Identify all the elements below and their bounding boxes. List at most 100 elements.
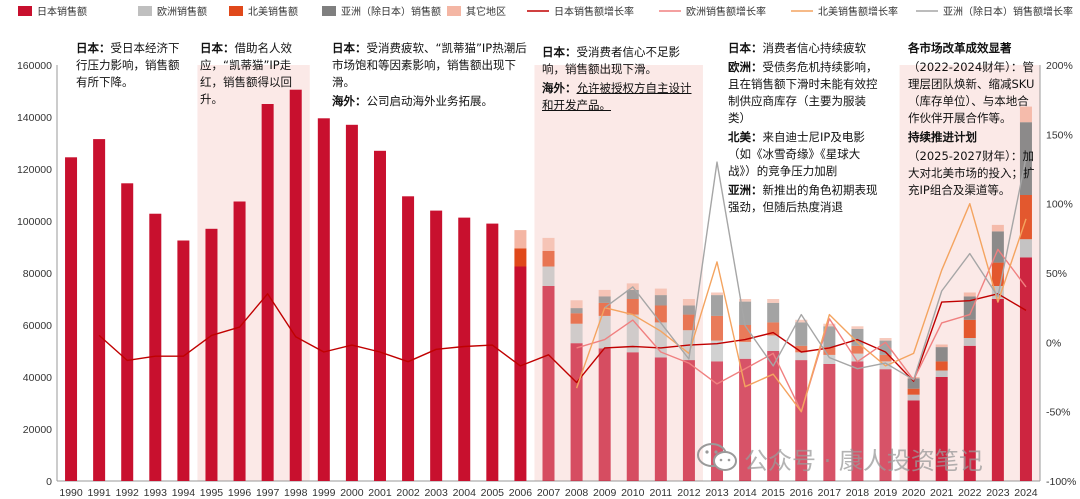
bar-其它地区-2008 [570,300,583,309]
bar-亚洲（除日本）销售额-2009 [598,296,611,303]
bar-日本销售额-2011 [654,357,667,481]
x-tick-label: 2011 [650,487,673,499]
bar-欧洲销售额-2024 [1019,239,1032,258]
x-tick-label: 2022 [958,487,982,499]
x-tick-label: 1990 [59,487,83,499]
bar-北美销售额-2022 [963,319,976,338]
x-tick-label: 2006 [509,487,533,499]
x-tick-label: 2015 [762,487,786,499]
bar-北美销售额-2021 [935,361,948,371]
bar-其它地区-2018 [851,326,864,329]
legend-label: 欧洲销售额 [157,5,207,18]
legend-label: 亚洲（除日本）销售额 [341,5,441,18]
annotation-2007-2012: 日本：受消费者信心不足影响，销售额出现下滑。 海外：允许被授权方自主设计和开发产… [542,45,692,112]
bar-日本销售额-1996 [233,201,246,481]
x-tick-label: 1993 [144,487,168,499]
right-tick-label: 100% [1046,199,1073,211]
x-tick-label: 2016 [790,487,814,499]
x-tick-label: 2024 [1014,487,1038,499]
bar-亚洲（除日本）销售额-2012 [682,305,695,315]
bar-其它地区-2015 [767,299,780,303]
x-tick-label: 2012 [677,487,701,499]
bar-日本销售额-2001 [373,150,386,482]
legend-label: 日本销售额 [37,5,87,18]
annotation-2020-2024: 各市场改革成效显著 （2022-2024财年）：管理层团队焕新、缩减SKU（库存… [908,41,1035,197]
bar-北美销售额-2010 [626,299,639,315]
bar-日本销售额-1992 [121,183,134,482]
bar-日本销售额-2009 [598,348,611,481]
bar-日本销售额-2003 [430,210,443,481]
bar-欧洲销售额-2014 [739,341,752,359]
x-tick-label: 2007 [537,487,561,499]
left-tick-label: 20000 [23,424,52,436]
bar-其它地区-2009 [598,289,611,297]
x-tick-label: 1998 [284,487,308,499]
bar-日本销售额-2019 [879,369,892,481]
bar-欧洲销售额-2013 [711,340,724,362]
bar-亚洲（除日本）销售额-2016 [795,322,808,346]
line-北美销售额增长率 [575,202,1027,413]
line-日本销售额增长率 [98,293,1027,384]
bar-其它地区-2014 [739,299,752,302]
bar-北美销售额-2008 [570,313,583,324]
bar-欧洲销售额-2007 [542,266,555,286]
right-tick-label: -50% [1046,407,1071,419]
bar-日本销售额-2013 [711,361,724,481]
x-tick-label: 2003 [424,487,448,499]
bar-欧洲销售额-2022 [963,338,976,346]
x-tick-label: 2010 [621,487,645,499]
bar-亚洲（除日本）销售额-2010 [626,289,639,299]
bar-北美销售额-2007 [542,250,555,267]
x-tick-label: 1992 [116,487,140,499]
left-tick-label: 140000 [17,112,52,124]
bar-日本销售额-2024 [1019,257,1032,481]
bar-北美销售额-2020 [907,388,920,395]
bar-日本销售额-2021 [935,377,948,481]
bar-日本销售额-2005 [486,223,499,481]
bar-欧洲销售额-2020 [907,394,920,401]
left-tick-label: 80000 [23,268,52,280]
legend-label: 欧洲销售额增长率 [686,5,766,18]
left-tick-label: 160000 [17,60,52,72]
right-tick-label: 50% [1046,268,1067,280]
right-tick-label: 150% [1046,129,1073,141]
annotation-1995-1998: 日本：借助名人效应，“凯蒂猫”IP走红，销售额得以回升。 [200,41,292,106]
bar-日本销售额-1995 [205,228,218,481]
legend-label: 亚洲（除日本）销售额增长率 [943,5,1073,18]
bar-日本销售额-2010 [626,352,639,481]
bar-其它地区-2023 [991,224,1004,232]
x-tick-label: 2020 [902,487,926,499]
legend-swatch-北美销售额 [229,6,243,16]
right-tick-label: 200% [1046,60,1073,72]
bar-日本销售额-2007 [542,286,555,481]
bar-欧洲销售额-2016 [795,352,808,361]
left-tick-label: 60000 [23,320,52,332]
bar-亚洲（除日本）销售额-2011 [654,295,667,306]
left-tick-label: 120000 [17,164,52,176]
legend-swatch-日本销售额 [18,6,32,16]
bar-其它地区-2024 [1019,106,1032,123]
x-tick-label: 2017 [818,487,842,499]
bar-北美销售额-2016 [795,345,808,353]
x-tick-label: 2004 [453,487,477,499]
bar-日本销售额-2020 [907,400,920,481]
x-tick-label: 2013 [705,487,729,499]
annotation-2013-2019: 日本：消费者信心持续疲软 欧洲：受债务危机持续影响，且在销售额下滑时未能有效控制… [728,41,878,214]
bar-欧洲销售额-2021 [935,370,948,377]
bar-其它地区-2022 [963,292,976,297]
bar-北美销售额-2012 [682,314,695,331]
x-tick-label: 2005 [481,487,505,499]
bar-其它地区-2021 [935,344,948,348]
bar-北美销售额-2015 [767,322,780,336]
x-tick-label: 2001 [368,487,392,499]
left-tick-label: 40000 [23,372,52,384]
shaded-period-2007-2012 [534,65,703,481]
bar-北美销售额-2011 [654,305,667,323]
bar-欧洲销售额-2017 [823,354,836,364]
x-tick-label: 2021 [930,487,954,499]
bar-日本销售额-2018 [851,361,864,481]
legend-swatch-亚洲（除日本）销售额 [322,6,336,16]
bar-日本销售额-2008 [570,343,583,481]
